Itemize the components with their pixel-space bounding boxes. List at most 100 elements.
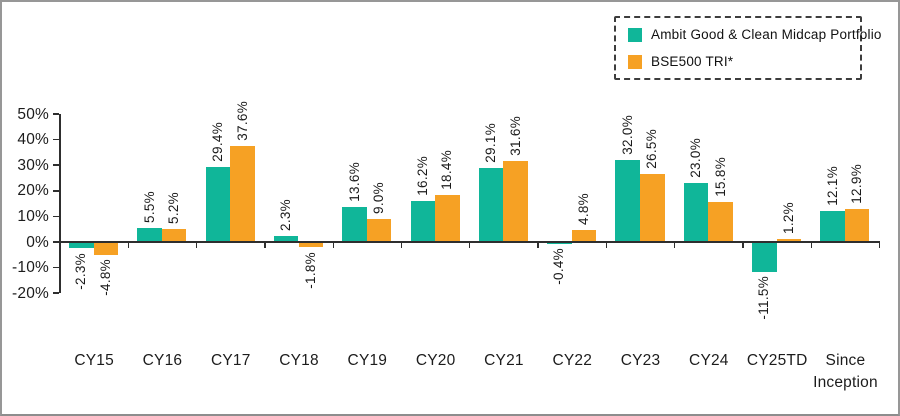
x-tick-label: Since Inception bbox=[813, 352, 878, 391]
y-tick-label: 0% bbox=[26, 233, 49, 251]
y-axis-tick bbox=[53, 164, 59, 166]
bar-value-label: 37.6% bbox=[234, 100, 250, 141]
bar bbox=[547, 242, 572, 244]
bar-value-label: 15.8% bbox=[712, 156, 728, 197]
bar bbox=[752, 242, 777, 272]
bar-value-label: 29.1% bbox=[483, 122, 499, 163]
y-axis-tick bbox=[53, 215, 59, 218]
bar bbox=[640, 174, 665, 242]
x-axis-tick bbox=[674, 242, 676, 248]
bar-value-label: 23.0% bbox=[688, 138, 703, 179]
bar-value-label: 5.5% bbox=[141, 190, 157, 223]
y-axis-tick bbox=[53, 241, 59, 243]
x-axis-tick bbox=[400, 242, 403, 248]
x-axis-tick bbox=[742, 242, 744, 248]
bar bbox=[273, 236, 299, 242]
x-tick-label: CY18 bbox=[279, 352, 319, 369]
bar bbox=[435, 194, 460, 242]
bar bbox=[410, 200, 436, 242]
bar bbox=[137, 227, 162, 242]
bar bbox=[503, 161, 528, 242]
y-tick-label: 40% bbox=[17, 131, 49, 149]
x-axis-tick bbox=[605, 242, 608, 248]
bar-value-label: 12.1% bbox=[824, 166, 840, 207]
x-tick-label: CY22 bbox=[552, 352, 593, 369]
bar-value-label: 31.6% bbox=[507, 116, 523, 157]
legend-item-bse500: BSE500 TRI* bbox=[628, 54, 848, 69]
x-tick-label: CY15 bbox=[74, 352, 114, 369]
x-tick-label: CY20 bbox=[415, 352, 456, 369]
bar-value-label: -1.8% bbox=[302, 251, 318, 289]
bar-value-label: 29.4% bbox=[209, 121, 225, 162]
y-tick-label: 30% bbox=[17, 156, 49, 174]
x-axis-tick bbox=[469, 242, 471, 248]
bar-value-label: -11.5% bbox=[756, 276, 772, 321]
bar bbox=[478, 167, 504, 242]
legend-swatch-bse500 bbox=[628, 54, 642, 69]
x-tick-label: CY25TD bbox=[746, 352, 808, 369]
x-axis-tick bbox=[195, 242, 198, 248]
x-axis-tick bbox=[332, 242, 334, 248]
x-axis-tick bbox=[810, 242, 812, 248]
bar bbox=[298, 242, 324, 248]
bar bbox=[93, 242, 119, 255]
bar-value-label: 4.8% bbox=[576, 192, 591, 225]
bar-value-label: 12.9% bbox=[849, 164, 865, 204]
bar bbox=[205, 166, 231, 242]
bar-value-label: -2.3% bbox=[73, 252, 89, 290]
bar-value-label: 13.6% bbox=[346, 162, 362, 203]
y-tick-label: 20% bbox=[17, 182, 49, 200]
x-tick-label: CY24 bbox=[689, 352, 729, 369]
x-axis-tick bbox=[537, 242, 539, 248]
bar-value-label: 26.5% bbox=[644, 129, 660, 170]
y-axis-tick bbox=[53, 113, 59, 115]
bar bbox=[820, 211, 845, 242]
x-axis-tick bbox=[878, 242, 881, 248]
y-axis-tick bbox=[53, 190, 59, 192]
x-tick-label: CY21 bbox=[484, 352, 524, 369]
y-tick-label: -10% bbox=[12, 259, 49, 277]
bar bbox=[161, 228, 187, 242]
x-tick-label: CY16 bbox=[142, 352, 183, 369]
bar-value-label: 16.2% bbox=[414, 155, 430, 196]
bar bbox=[615, 160, 640, 242]
y-tick-label: -20% bbox=[12, 284, 49, 302]
bar bbox=[708, 201, 733, 242]
legend-swatch-ambit bbox=[628, 27, 642, 42]
legend-label-ambit: Ambit Good & Clean Midcap Portfolio bbox=[651, 27, 882, 42]
x-axis-tick bbox=[264, 242, 266, 248]
x-axis-baseline bbox=[58, 241, 881, 243]
bar-value-label: -0.4% bbox=[551, 248, 567, 285]
bar bbox=[366, 218, 392, 242]
y-axis-line bbox=[58, 114, 61, 294]
legend-item-ambit: Ambit Good & Clean Midcap Portfolio bbox=[628, 27, 881, 42]
y-axis-tick bbox=[53, 266, 59, 269]
bar-value-label: 32.0% bbox=[619, 115, 635, 156]
x-tick-label: CY19 bbox=[347, 352, 388, 369]
x-axis-tick bbox=[127, 242, 129, 248]
bar bbox=[69, 242, 94, 249]
bar-value-label: 1.2% bbox=[780, 201, 796, 234]
bar-value-label: 18.4% bbox=[439, 150, 455, 190]
bar-value-label: 2.3% bbox=[278, 199, 294, 232]
bar bbox=[776, 238, 802, 242]
bar bbox=[342, 207, 367, 242]
legend: Ambit Good & Clean Midcap Portfolio BSE5… bbox=[614, 16, 881, 80]
x-axis-tick bbox=[59, 242, 61, 248]
legend-label-bse500: BSE500 TRI* bbox=[651, 54, 734, 69]
bar bbox=[571, 229, 597, 242]
bar-value-label: 9.0% bbox=[371, 181, 387, 214]
x-tick-label: CY17 bbox=[210, 352, 251, 369]
y-axis-tick bbox=[53, 138, 59, 141]
y-tick-label: 10% bbox=[17, 207, 49, 225]
bar bbox=[683, 183, 709, 242]
bar bbox=[230, 145, 255, 242]
bar-value-label: 5.2% bbox=[166, 191, 182, 224]
y-axis-tick bbox=[53, 292, 59, 294]
y-tick-label: 50% bbox=[17, 105, 49, 123]
bar-value-label: -4.8% bbox=[97, 259, 113, 297]
x-tick-label: CY23 bbox=[620, 352, 661, 369]
bar bbox=[844, 208, 870, 242]
